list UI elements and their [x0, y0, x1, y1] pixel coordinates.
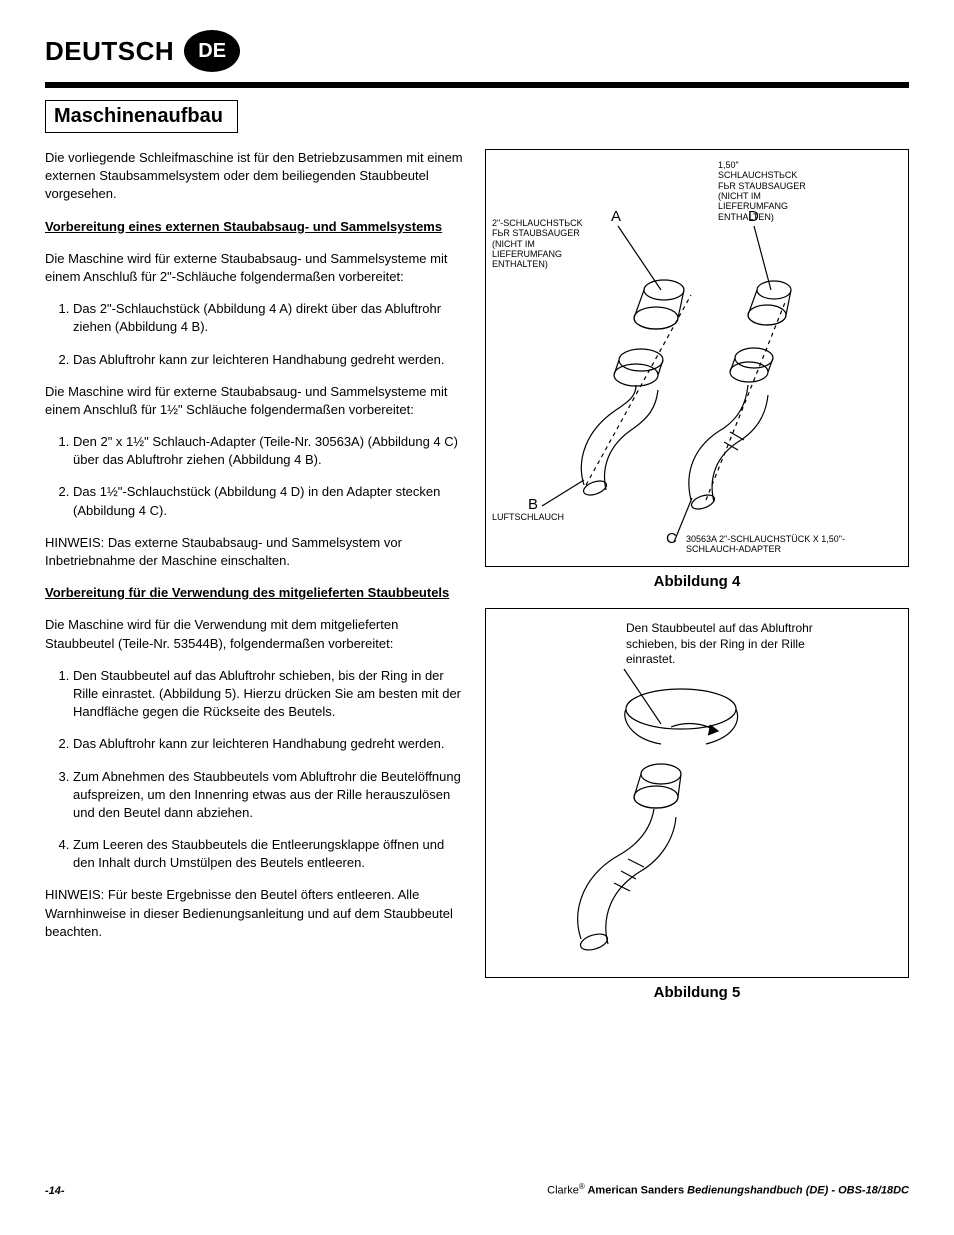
footer-doc-info: Clarke® American Sanders Bedienungshandb…	[547, 1182, 909, 1197]
note-2: HINWEIS: Für beste Ergebnisse den Beutel…	[45, 886, 465, 941]
language-badge: DE	[184, 30, 240, 72]
page-footer: -14- Clarke® American Sanders Bedienungs…	[45, 1182, 909, 1197]
list-item: Zum Abnehmen des Staubbeutels vom Abluft…	[73, 768, 465, 823]
figure-4: 2"-SCHLAUCHSTЬCK FЬR STAUBSAUGER (NICHT …	[485, 149, 909, 567]
list-item: Den Staubbeutel auf das Abluftrohr schie…	[73, 667, 465, 722]
sub1-intro-b: Die Maschine wird für externe Staubabsau…	[45, 383, 465, 419]
sub2-intro: Die Maschine wird für die Verwendung mit…	[45, 616, 465, 652]
figure-column: 2"-SCHLAUCHSTЬCK FЬR STAUBSAUGER (NICHT …	[485, 149, 909, 1001]
fig5-drawing	[486, 609, 866, 979]
header: DEUTSCH DE	[45, 30, 909, 72]
section-title: Maschinenaufbau	[45, 100, 238, 133]
footer-brand: Clarke	[547, 1185, 579, 1197]
content-columns: Die vorliegende Schleifmaschine ist für …	[45, 149, 909, 1001]
subheading-1: Vorbereitung eines externen Staubabsaug-…	[45, 218, 465, 236]
figure-4-caption: Abbildung 4	[485, 573, 909, 590]
sub2-list: Den Staubbeutel auf das Abluftrohr schie…	[45, 667, 465, 873]
figure-5-wrapper: Den Staubbeutel auf das Abluftrohr schie…	[485, 608, 909, 1001]
list-item: Das Abluftrohr kann zur leichteren Handh…	[73, 351, 465, 369]
subheading-2: Vorbereitung für die Verwendung des mitg…	[45, 584, 465, 602]
figure-5-caption: Abbildung 5	[485, 984, 909, 1001]
language-name: DEUTSCH	[45, 36, 174, 67]
fig4-drawing	[486, 150, 866, 568]
sub1-intro-a: Die Maschine wird für externe Staubabsau…	[45, 250, 465, 286]
sub1-list-b: Den 2" x 1½" Schlauch-Adapter (Teile-Nr.…	[45, 433, 465, 520]
list-item: Den 2" x 1½" Schlauch-Adapter (Teile-Nr.…	[73, 433, 465, 469]
header-rule	[45, 82, 909, 88]
list-item: Das Abluftrohr kann zur leichteren Handh…	[73, 735, 465, 753]
list-item: Das 2"-Schlauchstück (Abbildung 4 A) dir…	[73, 300, 465, 336]
figure-4-wrapper: 2"-SCHLAUCHSTЬCK FЬR STAUBSAUGER (NICHT …	[485, 149, 909, 590]
list-item: Zum Leeren des Staubbeutels die Entleeru…	[73, 836, 465, 872]
footer-company: American Sanders	[585, 1185, 687, 1197]
page-number: -14-	[45, 1185, 65, 1197]
text-column: Die vorliegende Schleifmaschine ist für …	[45, 149, 465, 1001]
note-1: HINWEIS: Das externe Staubabsaug- und Sa…	[45, 534, 465, 570]
list-item: Das 1½"-Schlauchstück (Abbildung 4 D) in…	[73, 483, 465, 519]
footer-document: Bedienungshandbuch (DE) - OBS-18/18DC	[687, 1185, 909, 1197]
sub1-list-a: Das 2"-Schlauchstück (Abbildung 4 A) dir…	[45, 300, 465, 369]
figure-5: Den Staubbeutel auf das Abluftrohr schie…	[485, 608, 909, 978]
intro-paragraph: Die vorliegende Schleifmaschine ist für …	[45, 149, 465, 204]
